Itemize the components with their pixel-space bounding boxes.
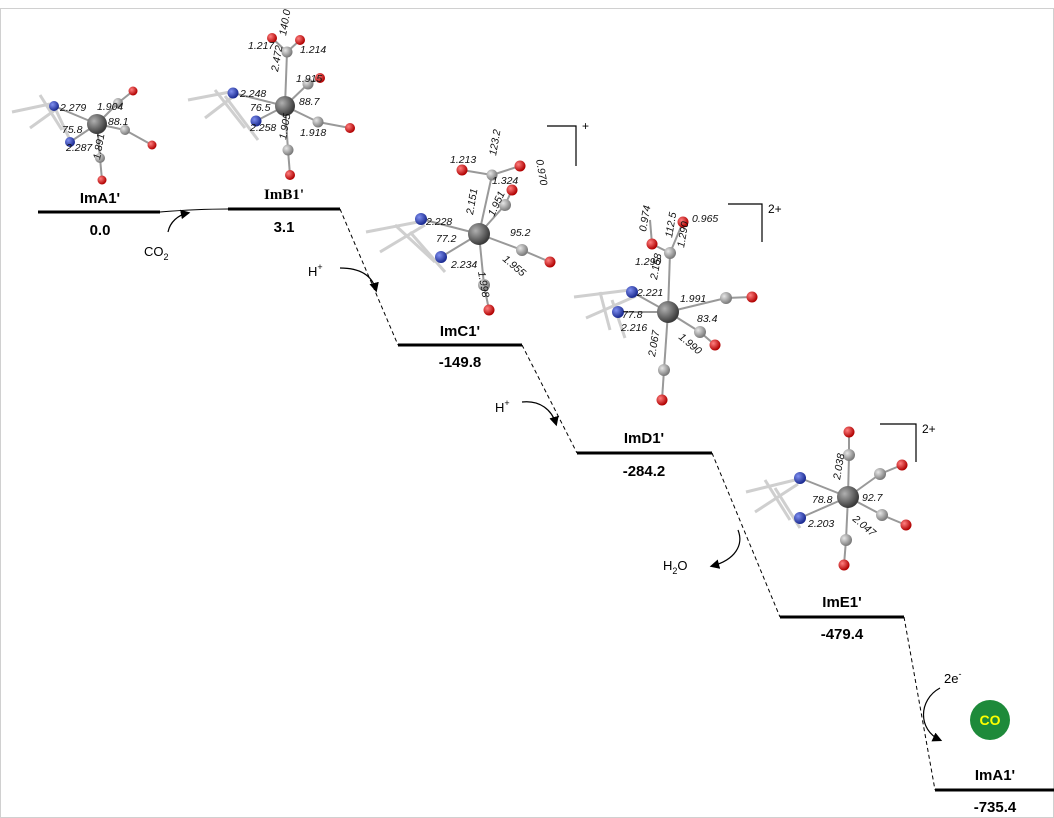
state-labels: ImA1' 0.0 ImB1' 3.1 ImC1' -149.8 ImD1' -… xyxy=(80,187,1017,816)
step-labels: CO2 H+ H+ H2O 2e- xyxy=(144,244,961,686)
molecule-ime1: 2.038 78.8 92.7 2.203 2.047 xyxy=(745,426,912,571)
svg-text:1.991: 1.991 xyxy=(680,293,706,305)
svg-text:1.904: 1.904 xyxy=(97,101,123,113)
charge-ime1: 2+ xyxy=(922,422,936,436)
molecule-imb1: 1.217 140.0 1.214 2.472 1.915 2.248 88.7… xyxy=(187,8,355,180)
energy-imb1: 3.1 xyxy=(274,219,295,236)
state-name-ima1-final: ImA1' xyxy=(975,767,1015,784)
electrons-label: 2e- xyxy=(944,669,961,686)
molecule-imd1: 0.974 112.5 0.965 1.290 1.290 2.158 2.22… xyxy=(573,204,758,406)
connector-c-d xyxy=(521,344,578,454)
molecule-imc1: 1.213 123.2 0.970 1.324 2.151 2.228 1.95… xyxy=(365,128,556,316)
bracket-imd1 xyxy=(728,203,763,242)
state-name-ima1: ImA1' xyxy=(80,190,120,207)
connector-e-a xyxy=(903,616,936,791)
svg-text:1.891: 1.891 xyxy=(91,133,107,161)
energy-levels xyxy=(38,207,1054,792)
svg-text:0.974: 0.974 xyxy=(637,204,653,232)
energy-ima1: 0.0 xyxy=(90,222,111,239)
svg-text:75.8: 75.8 xyxy=(62,124,83,136)
molecule-ima1: 2.279 1.904 75.8 88.1 2.287 1.891 xyxy=(11,86,157,185)
proton2-label: H+ xyxy=(495,398,510,415)
svg-text:88.7: 88.7 xyxy=(299,96,321,108)
svg-text:1.955: 1.955 xyxy=(500,253,528,279)
svg-text:1.213: 1.213 xyxy=(450,154,476,166)
svg-text:1.324: 1.324 xyxy=(492,175,518,187)
svg-text:1.905: 1.905 xyxy=(277,112,293,140)
svg-text:0.970: 0.970 xyxy=(533,158,549,186)
state-name-imc1: ImC1' xyxy=(440,323,480,340)
svg-text:1.915: 1.915 xyxy=(296,73,322,85)
svg-text:112.5: 112.5 xyxy=(663,211,679,238)
connector-d-e xyxy=(711,452,781,618)
svg-text:2.221: 2.221 xyxy=(636,287,663,299)
connector-a-b xyxy=(159,208,229,213)
svg-text:123.2: 123.2 xyxy=(487,128,503,156)
charge-imd1: 2+ xyxy=(768,202,782,216)
co2-arrow xyxy=(167,209,191,233)
svg-text:2.258: 2.258 xyxy=(249,122,276,134)
svg-text:1.998: 1.998 xyxy=(475,270,491,298)
energy-ime1: -479.4 xyxy=(821,626,864,643)
charge-brackets xyxy=(547,125,917,462)
svg-text:2.158: 2.158 xyxy=(648,252,665,281)
proton1-label: H+ xyxy=(308,262,323,279)
svg-text:2.234: 2.234 xyxy=(450,259,477,271)
proton1-arrow xyxy=(339,267,379,293)
svg-text:88.1: 88.1 xyxy=(108,116,128,128)
energy-imc1: -149.8 xyxy=(439,354,482,371)
svg-text:1.290: 1.290 xyxy=(675,220,691,248)
water-arrow xyxy=(709,529,741,569)
svg-text:1.290: 1.290 xyxy=(635,256,661,268)
svg-text:2.047: 2.047 xyxy=(849,512,878,539)
svg-text:1.217: 1.217 xyxy=(248,40,275,52)
charge-imc1: + xyxy=(582,119,589,133)
co2-label: CO2 xyxy=(144,244,169,262)
proton2-arrow xyxy=(521,401,559,427)
state-name-ime1: ImE1' xyxy=(822,594,861,611)
bracket-imc1 xyxy=(547,125,577,166)
svg-text:2.216: 2.216 xyxy=(620,322,647,334)
energy-imd1: -284.2 xyxy=(623,463,666,480)
co-badge-text: CO xyxy=(980,712,1001,728)
electrons-arrow xyxy=(923,687,943,742)
svg-text:83.4: 83.4 xyxy=(697,313,718,325)
svg-text:0.965: 0.965 xyxy=(692,213,718,225)
state-name-imb1: ImB1' xyxy=(264,187,304,203)
svg-text:77.2: 77.2 xyxy=(436,233,457,245)
step-arrows xyxy=(167,209,943,742)
svg-text:76.5: 76.5 xyxy=(250,102,271,114)
state-name-imd1: ImD1' xyxy=(624,430,664,447)
water-label: H2O xyxy=(663,558,688,576)
svg-text:2.228: 2.228 xyxy=(425,216,452,228)
bracket-ime1 xyxy=(880,423,917,462)
svg-text:92.7: 92.7 xyxy=(862,492,884,504)
svg-text:2.038: 2.038 xyxy=(831,452,848,481)
svg-text:1.918: 1.918 xyxy=(300,127,326,139)
svg-text:95.2: 95.2 xyxy=(510,227,531,239)
svg-text:77.8: 77.8 xyxy=(622,309,643,321)
figure-frame xyxy=(0,8,1054,818)
svg-text:140.0: 140.0 xyxy=(277,8,293,36)
co-badge-circle xyxy=(970,700,1010,740)
energy-ima1-final: -735.4 xyxy=(974,799,1017,816)
svg-text:2.279: 2.279 xyxy=(59,102,86,114)
svg-text:2.203: 2.203 xyxy=(807,518,834,530)
svg-text:78.8: 78.8 xyxy=(812,494,833,506)
svg-text:1.214: 1.214 xyxy=(300,44,326,56)
co-product-badge: CO xyxy=(970,700,1010,740)
svg-text:2.151: 2.151 xyxy=(464,188,481,217)
svg-text:2.067: 2.067 xyxy=(646,328,663,358)
svg-text:2.472: 2.472 xyxy=(269,44,286,73)
svg-text:2.287: 2.287 xyxy=(65,142,93,154)
svg-text:2.248: 2.248 xyxy=(239,88,266,100)
